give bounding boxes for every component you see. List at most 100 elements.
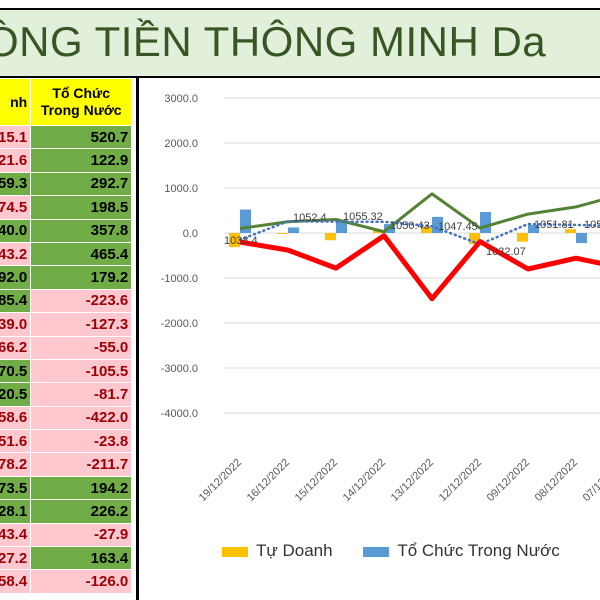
cell-tu-doanh: 15.1 — [0, 124, 32, 150]
cell-tu-doanh: 43.2 — [0, 241, 32, 267]
cell-to-chuc: -422.0 — [30, 405, 133, 431]
data-label: 1032.07 — [486, 246, 526, 258]
y-tick-label: -4000.0 — [161, 408, 198, 420]
bar-to-chuc — [528, 224, 539, 233]
data-label: 1052.4 — [293, 212, 327, 224]
divider — [136, 78, 139, 600]
cell-tu-doanh: 73.5 — [0, 475, 32, 501]
table-row: 92.0 179.2 — [0, 265, 133, 290]
cell-to-chuc: -223.6 — [30, 288, 133, 314]
cell-tu-doanh: 58.4 — [0, 569, 32, 594]
cell-tu-doanh: 74.5 — [0, 195, 32, 220]
cell-tu-doanh: 20.5 — [0, 382, 32, 407]
data-label: 1051.81 — [534, 219, 574, 231]
cell-tu-doanh: 59.3 — [0, 171, 32, 197]
column-header-tu-doanh: nh — [0, 78, 32, 126]
x-tick-label: 14/12/2022 — [341, 457, 388, 504]
series-line-red — [239, 233, 600, 302]
table-row: 20.5 -81.7 — [0, 382, 133, 407]
y-tick-label: -1000.0 — [161, 273, 198, 285]
x-tick-label: 09/12/2022 — [485, 457, 532, 504]
table-row: 73.5 194.2 — [0, 475, 133, 501]
cell-to-chuc: -127.3 — [30, 312, 133, 337]
data-label: 1055.32 — [343, 211, 383, 223]
table-body: 15.1 520.7 21.6 122.9 59.3 292.7 74.5 198.5 40.0… — [0, 124, 133, 594]
series-line-green — [239, 192, 600, 234]
table-row: 27.2 163.4 — [0, 546, 133, 571]
table-row: 40.0 357.8 — [0, 218, 133, 243]
data-label: 105 — [584, 219, 600, 231]
y-tick-label: -2000.0 — [161, 318, 198, 330]
y-tick-label: 1000.0 — [164, 183, 198, 195]
bar-to-chuc — [480, 212, 491, 233]
legend-item-to-chuc: Tổ Chức Trong Nước — [363, 541, 560, 561]
cell-to-chuc: 357.8 — [30, 218, 133, 243]
bar-tu-doanh — [229, 233, 240, 248]
y-tick-label: 0.0 — [183, 228, 198, 240]
table-header-row: nh Tổ Chức Trong Nước — [0, 78, 133, 126]
series-line-dotted — [238, 220, 600, 246]
cell-to-chuc: 465.4 — [30, 241, 133, 267]
legend-item-tu-doanh: Tự Doanh — [222, 541, 333, 561]
table-row: 28.1 226.2 — [0, 499, 133, 524]
cell-to-chuc: 198.5 — [30, 195, 133, 220]
cell-to-chuc: 179.2 — [30, 265, 133, 290]
bar-tu-doanh — [421, 226, 432, 233]
table-row: 74.5 198.5 — [0, 195, 133, 220]
table-row: 59.3 292.7 — [0, 171, 133, 197]
cell-to-chuc: -105.5 — [30, 358, 133, 384]
title-banner: ÒNG TIỀN THÔNG MINH Da — [0, 8, 600, 78]
x-tick-label: 12/12/2022 — [437, 457, 484, 504]
cell-to-chuc: -55.0 — [30, 335, 133, 360]
column-header-to-chuc: Tổ Chức Trong Nước — [30, 78, 133, 126]
cell-to-chuc: 163.4 — [30, 546, 133, 571]
cell-tu-doanh: 58.6 — [0, 405, 32, 431]
cell-to-chuc: 226.2 — [30, 499, 133, 524]
flow-chart: 3000.0 2000.0 1000.0 0.0 -1000.0 -2000.0 -3000… — [161, 93, 600, 504]
cell-tu-doanh: 43.4 — [0, 522, 32, 548]
chart-legend: Tự Doanh Tổ Chức Trong Nước — [222, 541, 586, 561]
bar-to-chuc — [576, 233, 587, 244]
cell-to-chuc: -211.7 — [30, 452, 133, 477]
table-row: 21.6 122.9 — [0, 148, 133, 173]
bar-to-chuc — [240, 209, 251, 233]
legend-swatch-to-chuc — [363, 546, 390, 557]
cell-to-chuc: 520.7 — [30, 124, 133, 150]
cell-to-chuc: -23.8 — [30, 429, 133, 454]
cell-to-chuc: 122.9 — [30, 148, 133, 173]
y-tick-label: -3000.0 — [161, 363, 198, 375]
bar-tu-doanh — [277, 233, 288, 234]
legend-label-to-chuc: Tổ Chức Trong Nước — [397, 541, 560, 560]
table-row: 66.2 -55.0 — [0, 335, 133, 360]
cell-tu-doanh: 27.2 — [0, 546, 32, 571]
bar-tu-doanh — [325, 233, 336, 241]
cell-tu-doanh: 78.2 — [0, 452, 32, 477]
flow-table: nh Tổ Chức Trong Nước 15.1 520.7 21.6 122.9… — [0, 78, 133, 594]
cell-tu-doanh: 66.2 — [0, 335, 32, 360]
x-tick-label: 07/12/2022 — [581, 457, 600, 504]
legend-swatch-tu-doanh — [222, 546, 248, 557]
page-title: ÒNG TIỀN THÔNG MINH Da — [0, 18, 547, 65]
table-row: 58.4 -126.0 — [0, 569, 133, 594]
table-row: 58.6 -422.0 — [0, 405, 133, 431]
x-tick-label: 19/12/2022 — [197, 457, 244, 504]
table-row: 78.2 -211.7 — [0, 452, 133, 477]
column-header-line-1: Tổ Chức — [52, 85, 110, 101]
table-row: 43.2 465.4 — [0, 241, 133, 267]
data-label: 1050.43 — [390, 220, 430, 232]
table-row: 85.4 -223.6 — [0, 288, 133, 314]
bar-tu-doanh — [565, 229, 576, 233]
data-label: 1038.4 — [224, 235, 258, 247]
bar-to-chuc — [288, 227, 299, 233]
x-tick-label: 13/12/2022 — [389, 457, 436, 504]
cell-to-chuc: 194.2 — [30, 475, 133, 501]
cell-tu-doanh: 85.4 — [0, 288, 32, 314]
x-tick-label: 15/12/2022 — [293, 457, 340, 504]
y-tick-label: 2000.0 — [164, 138, 198, 150]
y-tick-label: 3000.0 — [164, 93, 198, 105]
cell-tu-doanh: 21.6 — [0, 148, 32, 173]
cell-tu-doanh: 39.0 — [0, 312, 32, 337]
cell-to-chuc: -27.9 — [30, 522, 133, 548]
cell-tu-doanh: 92.0 — [0, 265, 32, 290]
legend-label-tu-doanh: Tự Doanh — [256, 541, 333, 560]
